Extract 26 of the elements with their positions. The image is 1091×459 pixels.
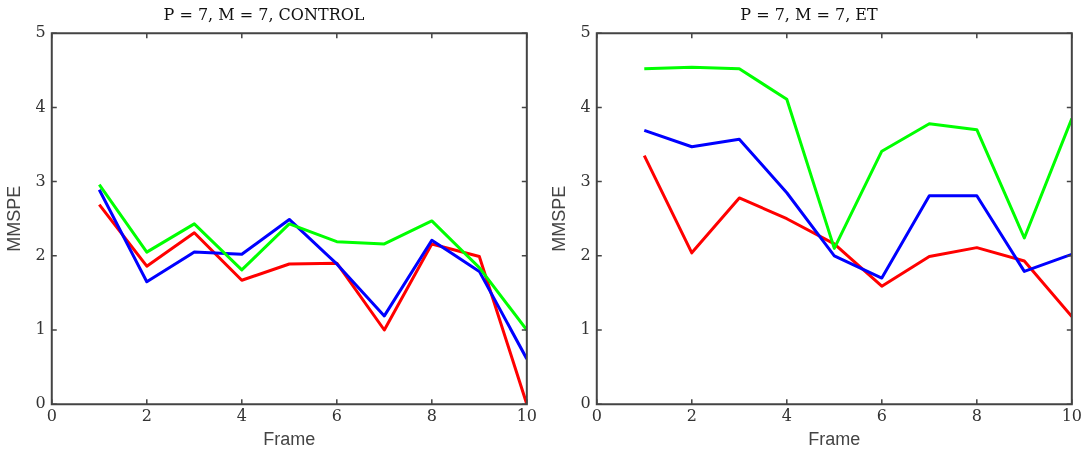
y-tick-label: 1 [580, 319, 591, 339]
y-tick-label: 4 [35, 96, 46, 116]
x-tick-label: 6 [876, 405, 887, 425]
chart-title: P = 7, M = 7, ET [740, 4, 879, 24]
chart-title: P = 7, M = 7, CONTROL [163, 4, 365, 24]
y-tick-label: 4 [580, 96, 591, 116]
y-tick-label: 3 [35, 170, 46, 190]
y-tick-label: 5 [35, 22, 46, 42]
y-axis-title: MMSPE [548, 185, 569, 252]
y-tick-label: 2 [35, 244, 46, 264]
x-tick-label: 8 [971, 405, 982, 425]
y-tick-label: 2 [580, 244, 591, 264]
x-tick-label: 10 [1061, 405, 1082, 425]
x-tick-label: 2 [686, 405, 697, 425]
y-tick-label: 3 [580, 170, 591, 190]
y-axis-title: MMSPE [3, 185, 24, 252]
x-tick-label: 6 [331, 405, 342, 425]
x-tick-label: 4 [781, 405, 792, 425]
y-tick-label: 5 [580, 22, 591, 42]
x-tick-label: 2 [141, 405, 152, 425]
y-tick-label: 1 [35, 319, 46, 339]
x-tick-label: 4 [236, 405, 247, 425]
x-tick-label: 8 [426, 405, 437, 425]
x-axis-title: Frame [808, 429, 861, 450]
x-axis-title: Frame [263, 429, 316, 450]
x-tick-label: 10 [516, 405, 537, 425]
